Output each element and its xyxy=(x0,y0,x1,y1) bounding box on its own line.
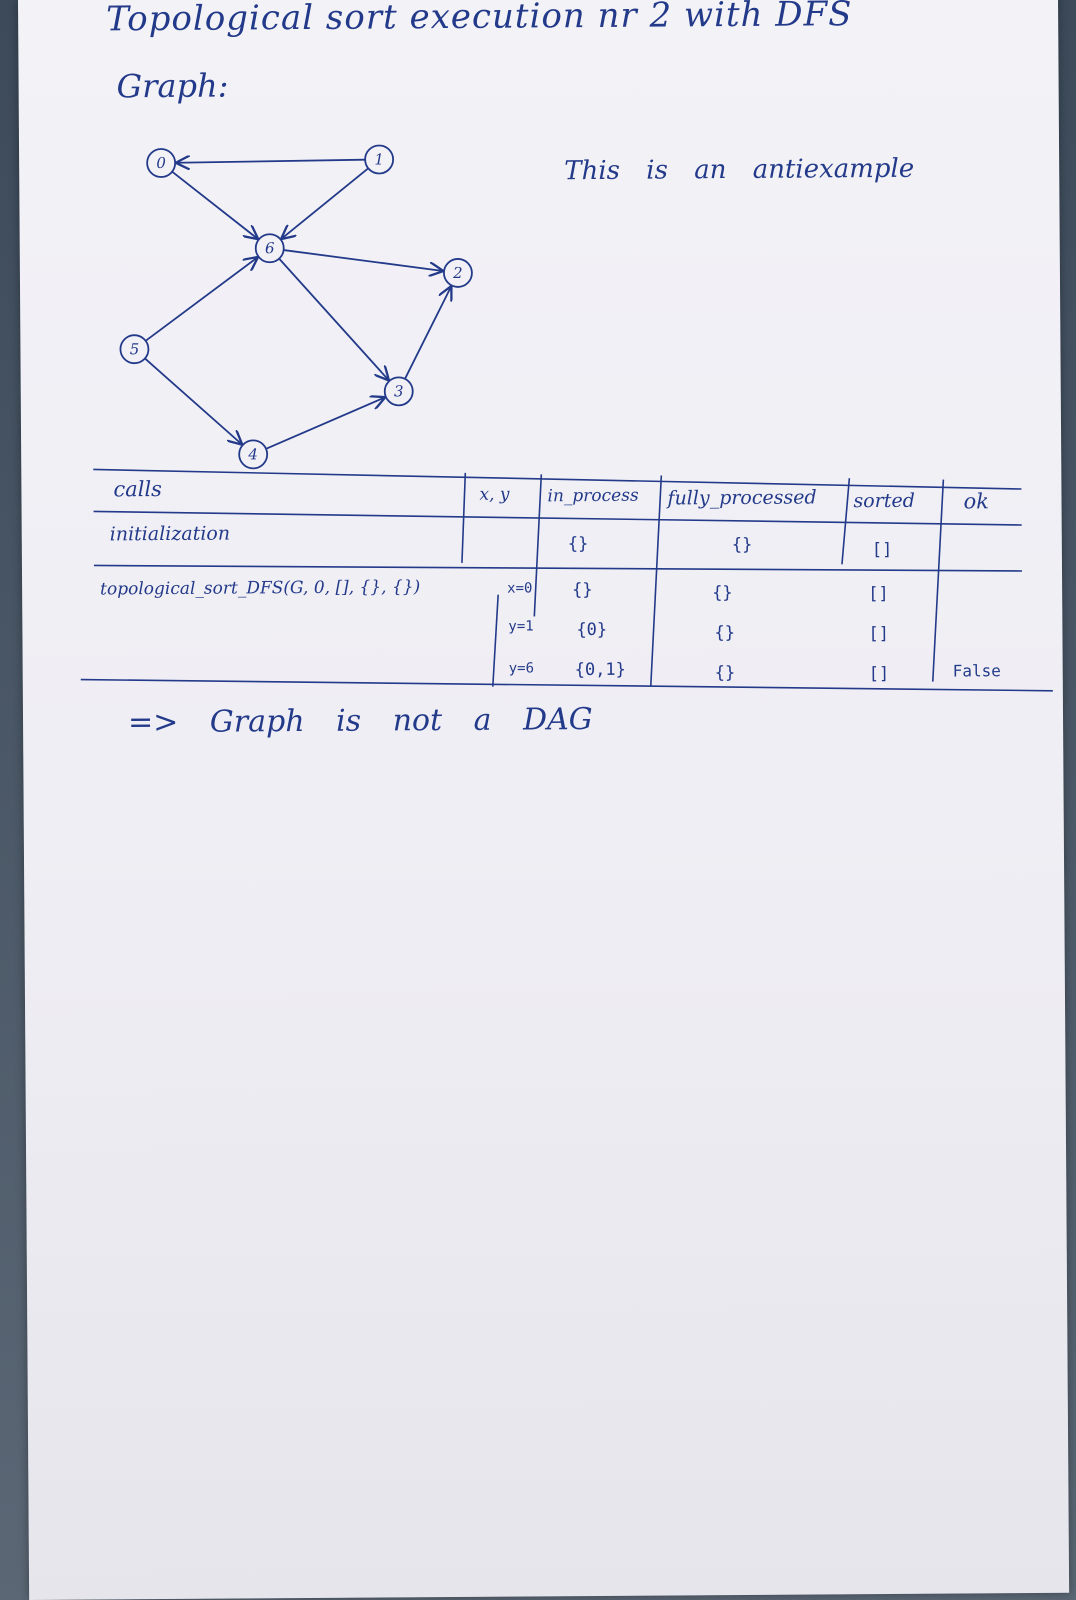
header-rule xyxy=(93,510,1022,526)
row-2-sorted: [] xyxy=(868,623,890,645)
node-label-2: 2 xyxy=(452,264,463,282)
header-in-process: in_process xyxy=(547,485,639,507)
header-ok: ok xyxy=(963,489,989,514)
header-fully-processed: fully_processed xyxy=(667,486,817,510)
row-3-sorted: [] xyxy=(868,663,890,685)
col-divider-fully xyxy=(650,475,663,686)
edge-6-to-2 xyxy=(283,249,442,272)
node-label-3: 3 xyxy=(394,382,404,400)
node-label-4: 4 xyxy=(247,445,258,463)
col-divider-xy xyxy=(461,472,467,563)
row-init-fully-processed: {} xyxy=(731,534,753,556)
node-5: 5 xyxy=(119,334,150,365)
node-label-6: 6 xyxy=(265,239,275,257)
table-top-rule xyxy=(93,468,1022,490)
node-label-5: 5 xyxy=(130,340,140,358)
node-0: 0 xyxy=(146,148,177,178)
row-1-call: topological_sort_DFS(G, 0, [], {}, {}) xyxy=(100,577,421,600)
edge-1-to-0 xyxy=(177,160,366,163)
row-1-fully-processed: {} xyxy=(712,583,733,604)
header-sorted: sorted xyxy=(853,489,915,513)
table-grid xyxy=(80,468,1053,692)
edge-5-to-4 xyxy=(144,357,241,445)
row-3-fully-processed: {} xyxy=(714,663,736,684)
header-calls: calls xyxy=(113,477,163,502)
edge-0-to-6 xyxy=(171,170,257,239)
paper-sheet: Topological sort execution nr 2 with DFS… xyxy=(18,0,1070,1600)
row-3-ok: False xyxy=(952,661,1001,681)
row-init-sorted: [] xyxy=(871,539,893,561)
node-4: 4 xyxy=(238,439,269,470)
row-1-sorted: [] xyxy=(868,583,889,605)
col-divider-sorted xyxy=(841,478,851,565)
edge-1-to-6 xyxy=(282,167,369,238)
node-label-1: 1 xyxy=(374,150,384,168)
node-3: 3 xyxy=(383,376,414,407)
row-3-in-process: {0,1} xyxy=(574,659,626,681)
graph-diagram: 0 1 2 3 4 5 6 xyxy=(119,144,473,470)
col-divider-call xyxy=(492,594,499,687)
row-1-in-process: {} xyxy=(572,580,593,601)
row-2-in-process: {0} xyxy=(576,619,608,641)
row-init-call: initialization xyxy=(109,522,231,546)
col-divider-ok xyxy=(931,479,945,682)
edge-3-to-2 xyxy=(404,287,451,380)
header-xy: x, y xyxy=(479,484,510,505)
node-1: 1 xyxy=(364,144,395,175)
node-6: 6 xyxy=(254,233,285,264)
row-2-xy: y=1 xyxy=(508,618,534,635)
conclusion: => Graph is not a DAG xyxy=(127,702,593,741)
col-divider-in-process xyxy=(533,474,543,617)
edge-5-to-6 xyxy=(145,258,257,342)
edge-4-to-3 xyxy=(265,398,385,450)
node-2: 2 xyxy=(443,258,473,288)
edge-6-to-3 xyxy=(278,258,388,380)
row-3-xy: y=6 xyxy=(508,660,535,677)
node-label-0: 0 xyxy=(156,154,166,172)
init-row-rule xyxy=(93,564,1023,572)
row-2-fully-processed: {} xyxy=(714,623,735,644)
row-init-in-process: {} xyxy=(567,534,589,555)
table-bottom-rule xyxy=(80,678,1053,692)
row-1-xy: x=0 xyxy=(507,580,533,597)
